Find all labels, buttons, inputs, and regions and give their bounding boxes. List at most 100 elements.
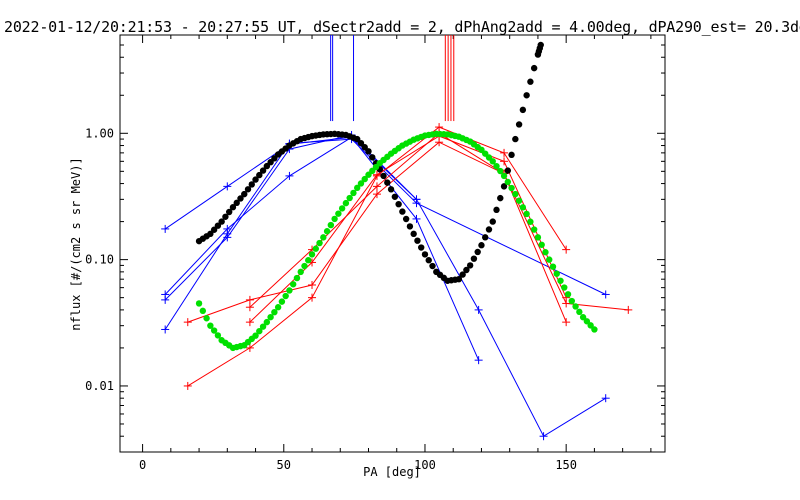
curve-dot	[237, 195, 244, 202]
y-tick-label: 1.00	[85, 126, 114, 140]
data-point	[223, 229, 232, 238]
curve-dot	[369, 154, 376, 161]
curve-dot	[538, 241, 545, 248]
curve-dot	[207, 230, 214, 238]
series-line	[164, 136, 480, 361]
curve-dot	[380, 172, 387, 180]
curve-dot	[489, 218, 496, 225]
x-tick-label: 0	[139, 458, 146, 472]
curve-dot	[470, 255, 478, 262]
curve-dot	[402, 215, 410, 223]
curve-dot	[399, 208, 406, 215]
data-point	[474, 356, 483, 365]
curve-dot	[530, 226, 538, 233]
series-3	[161, 135, 610, 334]
curve-dot	[493, 162, 500, 170]
y-axis-title: nflux [#/(cm2 s sr MeV)]	[69, 157, 83, 330]
curve-dot	[210, 327, 218, 334]
curve-dot	[323, 228, 331, 235]
curve-dot	[395, 200, 402, 208]
curve-dot	[553, 270, 560, 277]
curve-dot	[203, 315, 210, 322]
series-line	[249, 132, 567, 323]
curve-dot	[485, 226, 493, 233]
curve-dot	[583, 318, 591, 325]
curve-dot	[308, 251, 316, 258]
curve-dot	[210, 226, 218, 233]
y-tick-label: 0.10	[85, 253, 114, 267]
curve-dot	[418, 244, 425, 251]
curve-dot	[527, 78, 534, 85]
data-point	[285, 171, 294, 180]
curve-dot	[587, 322, 594, 329]
data-point	[412, 214, 421, 223]
curve-dot	[504, 167, 512, 174]
curve-dot	[459, 271, 466, 278]
curve-dot	[527, 218, 534, 225]
data-point	[245, 343, 254, 352]
x-tick-label: 150	[555, 458, 577, 472]
curve-dot	[354, 184, 361, 192]
x-tick-label: 100	[414, 458, 436, 472]
curve-dot	[572, 303, 579, 310]
curve-dot	[523, 210, 530, 218]
curve-dot	[259, 167, 267, 174]
curve-dot	[256, 327, 263, 335]
data-point	[372, 170, 381, 179]
y-tick-label: 0.01	[85, 379, 114, 393]
data-point	[183, 318, 192, 327]
data-point	[308, 293, 317, 302]
data-point	[601, 290, 610, 299]
curve-dot	[410, 230, 417, 238]
curve-dot	[519, 106, 527, 114]
curve-dot	[301, 262, 308, 270]
curve-dot	[320, 234, 327, 241]
curve-dot	[500, 172, 508, 180]
curve-dot	[579, 314, 587, 321]
data-point	[500, 148, 509, 157]
curve-dot	[335, 210, 342, 217]
curve-dot	[455, 275, 463, 283]
curve-dot	[537, 41, 544, 49]
curve-dot	[534, 234, 542, 241]
curve-dot	[557, 277, 564, 284]
curve-dot	[508, 151, 515, 159]
curve-dot	[199, 307, 207, 315]
curve-dot	[497, 167, 504, 175]
curve-dot	[252, 176, 259, 183]
series-6	[245, 132, 571, 327]
x-axis-title: PA [deg]	[363, 465, 421, 479]
curve-dot	[361, 144, 368, 151]
data-point	[245, 295, 254, 304]
data-point	[372, 190, 381, 199]
curve-dot	[519, 204, 527, 211]
curve-dot	[342, 199, 350, 207]
curve-dot	[252, 332, 259, 339]
curve-dot	[530, 64, 538, 72]
curve-dot	[591, 326, 598, 333]
data-point	[245, 318, 254, 327]
curve-dot	[512, 135, 519, 143]
curve-dot	[278, 298, 286, 305]
curve-dot	[512, 190, 519, 198]
curve-dot	[508, 184, 515, 192]
curve-dot	[568, 297, 576, 305]
curve-dot	[297, 268, 304, 276]
plot-frame	[119, 34, 666, 453]
data-point	[161, 325, 170, 334]
x-tick-label: 50	[277, 458, 291, 472]
curve-dot	[474, 248, 481, 256]
curve-dot	[500, 183, 508, 190]
curve-dot	[391, 193, 399, 200]
curve-dot	[384, 179, 391, 186]
curve-dot	[350, 189, 357, 197]
curve-dot	[478, 242, 485, 249]
curve-dot	[515, 197, 523, 204]
series-8	[195, 41, 544, 284]
data-point	[183, 381, 192, 390]
curve-dot	[229, 204, 237, 211]
data-point	[308, 280, 317, 289]
series-line	[249, 135, 567, 323]
curve-dot	[274, 304, 282, 311]
curve-dot	[542, 249, 549, 256]
